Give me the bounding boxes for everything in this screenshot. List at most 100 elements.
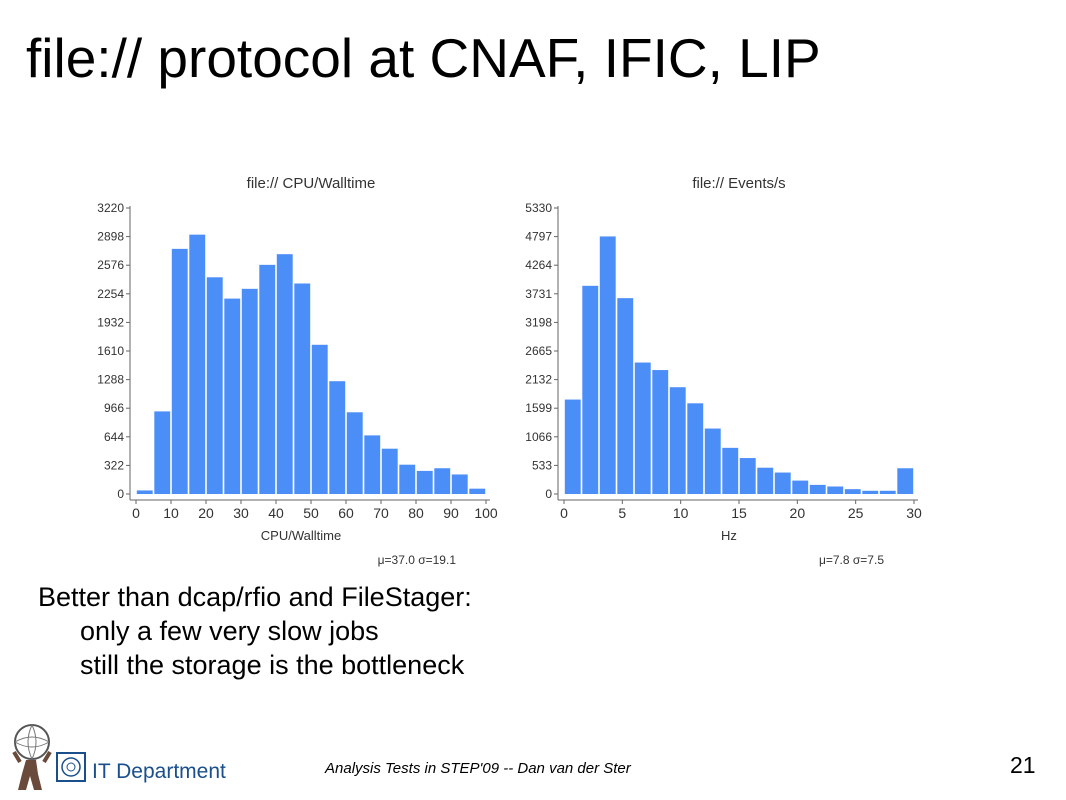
histogram-bar bbox=[634, 362, 651, 494]
y-tick-label: 1066 bbox=[525, 430, 552, 444]
stats-label: μ=37.0 σ=19.1 bbox=[378, 553, 457, 567]
y-tick-label: 644 bbox=[104, 430, 124, 444]
cpu-walltime-histogram: file:// CPU/Walltime 0 322 644 966 1288 1610 19… bbox=[97, 175, 498, 567]
histogram-bar bbox=[276, 254, 293, 494]
y-tick-label: 4797 bbox=[525, 230, 552, 244]
y-tick-label: 1599 bbox=[525, 401, 552, 415]
histogram-bar bbox=[879, 490, 896, 494]
x-tick-label: 10 bbox=[163, 505, 179, 521]
x-tick-label: 0 bbox=[560, 505, 568, 521]
page-number: 21 bbox=[1010, 752, 1036, 778]
histogram-bar bbox=[224, 298, 241, 494]
y-tick-label: 3198 bbox=[525, 315, 552, 329]
y-tick-label: 322 bbox=[104, 458, 124, 472]
atlas-logo-icon bbox=[12, 724, 52, 790]
y-tick-label: 1288 bbox=[97, 373, 124, 387]
x-tick-label: 5 bbox=[618, 505, 626, 521]
body-point: only a few very slow jobs bbox=[80, 616, 379, 646]
x-tick-label: 30 bbox=[906, 505, 922, 521]
histogram-bar bbox=[346, 412, 363, 494]
body-point: still the storage is the bottleneck bbox=[80, 650, 465, 680]
histogram-bar bbox=[669, 387, 686, 494]
y-tick-label: 1932 bbox=[97, 315, 124, 329]
histogram-bar bbox=[399, 464, 416, 494]
x-tick-label: 20 bbox=[790, 505, 806, 521]
x-tick-label: 0 bbox=[132, 505, 140, 521]
footer-logos bbox=[4, 722, 244, 792]
y-tick-label: 0 bbox=[545, 487, 552, 501]
y-tick-label: 2665 bbox=[525, 344, 552, 358]
histogram-bar bbox=[206, 277, 223, 494]
histogram-bar bbox=[381, 448, 398, 494]
footer-text: Analysis Tests in STEP'09 -- Dan van der… bbox=[325, 760, 631, 777]
y-tick-label: 966 bbox=[104, 401, 124, 415]
histogram-bar bbox=[136, 490, 153, 494]
y-tick-label: 533 bbox=[532, 458, 552, 472]
chart-title: file:// CPU/Walltime bbox=[247, 175, 376, 192]
histogram-bar bbox=[469, 488, 486, 494]
y-tick-label: 4264 bbox=[525, 258, 552, 272]
y-tick-label: 2576 bbox=[97, 258, 124, 272]
y-tick-label: 5330 bbox=[525, 201, 552, 215]
x-tick-label: 70 bbox=[373, 505, 389, 521]
histogram-bar bbox=[687, 403, 704, 494]
events-per-second-histogram: file:// Events/s 0 533 1066 1599 2132 2665 3198… bbox=[525, 175, 922, 567]
events-per-second-chart: file:// Events/s 0 533 1066 1599 2132 2665 3198… bbox=[512, 168, 932, 568]
x-axis-label: CPU/Walltime bbox=[261, 528, 341, 543]
histogram-bar bbox=[416, 470, 433, 494]
histogram-bar bbox=[434, 468, 451, 494]
histogram-bar bbox=[652, 370, 669, 494]
x-tick-label: 100 bbox=[474, 505, 498, 521]
y-tick-label: 3731 bbox=[525, 287, 552, 301]
histogram-bar bbox=[294, 283, 311, 494]
histogram-bar bbox=[722, 447, 739, 494]
x-tick-label: 60 bbox=[338, 505, 354, 521]
histogram-bar bbox=[897, 468, 914, 494]
x-tick-label: 15 bbox=[731, 505, 747, 521]
x-tick-label: 50 bbox=[303, 505, 319, 521]
body-heading: Better than dcap/rfio and FileStager: bbox=[38, 582, 472, 612]
histogram-bar bbox=[599, 236, 616, 494]
histogram-bar bbox=[809, 484, 826, 494]
histogram-bar bbox=[774, 472, 791, 494]
chart-title: file:// Events/s bbox=[692, 175, 785, 192]
histogram-bar bbox=[582, 285, 599, 494]
histogram-bar bbox=[189, 234, 206, 494]
x-tick-label: 30 bbox=[233, 505, 249, 521]
y-tick-label: 2898 bbox=[97, 230, 124, 244]
histogram-bar bbox=[311, 344, 328, 494]
y-tick-label: 2254 bbox=[97, 287, 124, 301]
histogram-bar bbox=[617, 298, 634, 494]
histogram-bar bbox=[564, 399, 581, 494]
x-tick-label: 90 bbox=[443, 505, 459, 521]
x-tick-label: 25 bbox=[848, 505, 864, 521]
x-tick-label: 20 bbox=[198, 505, 214, 521]
histogram-bar bbox=[862, 490, 879, 494]
x-tick-label: 80 bbox=[408, 505, 424, 521]
slide-title: file:// protocol at CNAF, IFIC, LIP bbox=[26, 27, 821, 89]
histogram-bar bbox=[827, 486, 844, 494]
y-tick-label: 2132 bbox=[525, 373, 552, 387]
y-tick-label: 0 bbox=[117, 487, 124, 501]
histogram-bar bbox=[329, 381, 346, 494]
histogram-bar bbox=[792, 480, 809, 494]
histogram-bar bbox=[451, 474, 468, 494]
histogram-bar bbox=[364, 435, 381, 494]
cpu-walltime-chart: file:// CPU/Walltime 0 322 644 966 1288 1610 19… bbox=[84, 168, 504, 568]
histogram-bar bbox=[171, 248, 188, 494]
histogram-bar bbox=[757, 467, 774, 494]
histogram-bar bbox=[739, 458, 756, 494]
slide-body: Better than dcap/rfio and FileStager: on… bbox=[38, 580, 472, 682]
x-tick-label: 40 bbox=[268, 505, 284, 521]
x-axis-label: Hz bbox=[721, 528, 737, 543]
histogram-bar bbox=[844, 489, 861, 494]
cern-logo-icon bbox=[56, 752, 86, 782]
histogram-bar bbox=[154, 411, 171, 494]
y-tick-label: 1610 bbox=[97, 344, 124, 358]
x-tick-label: 10 bbox=[673, 505, 689, 521]
y-tick-label: 3220 bbox=[97, 201, 124, 215]
histogram-bar bbox=[704, 428, 721, 494]
stats-label: μ=7.8 σ=7.5 bbox=[819, 553, 884, 567]
department-label: IT Department bbox=[92, 760, 226, 783]
histogram-bar bbox=[259, 264, 276, 494]
